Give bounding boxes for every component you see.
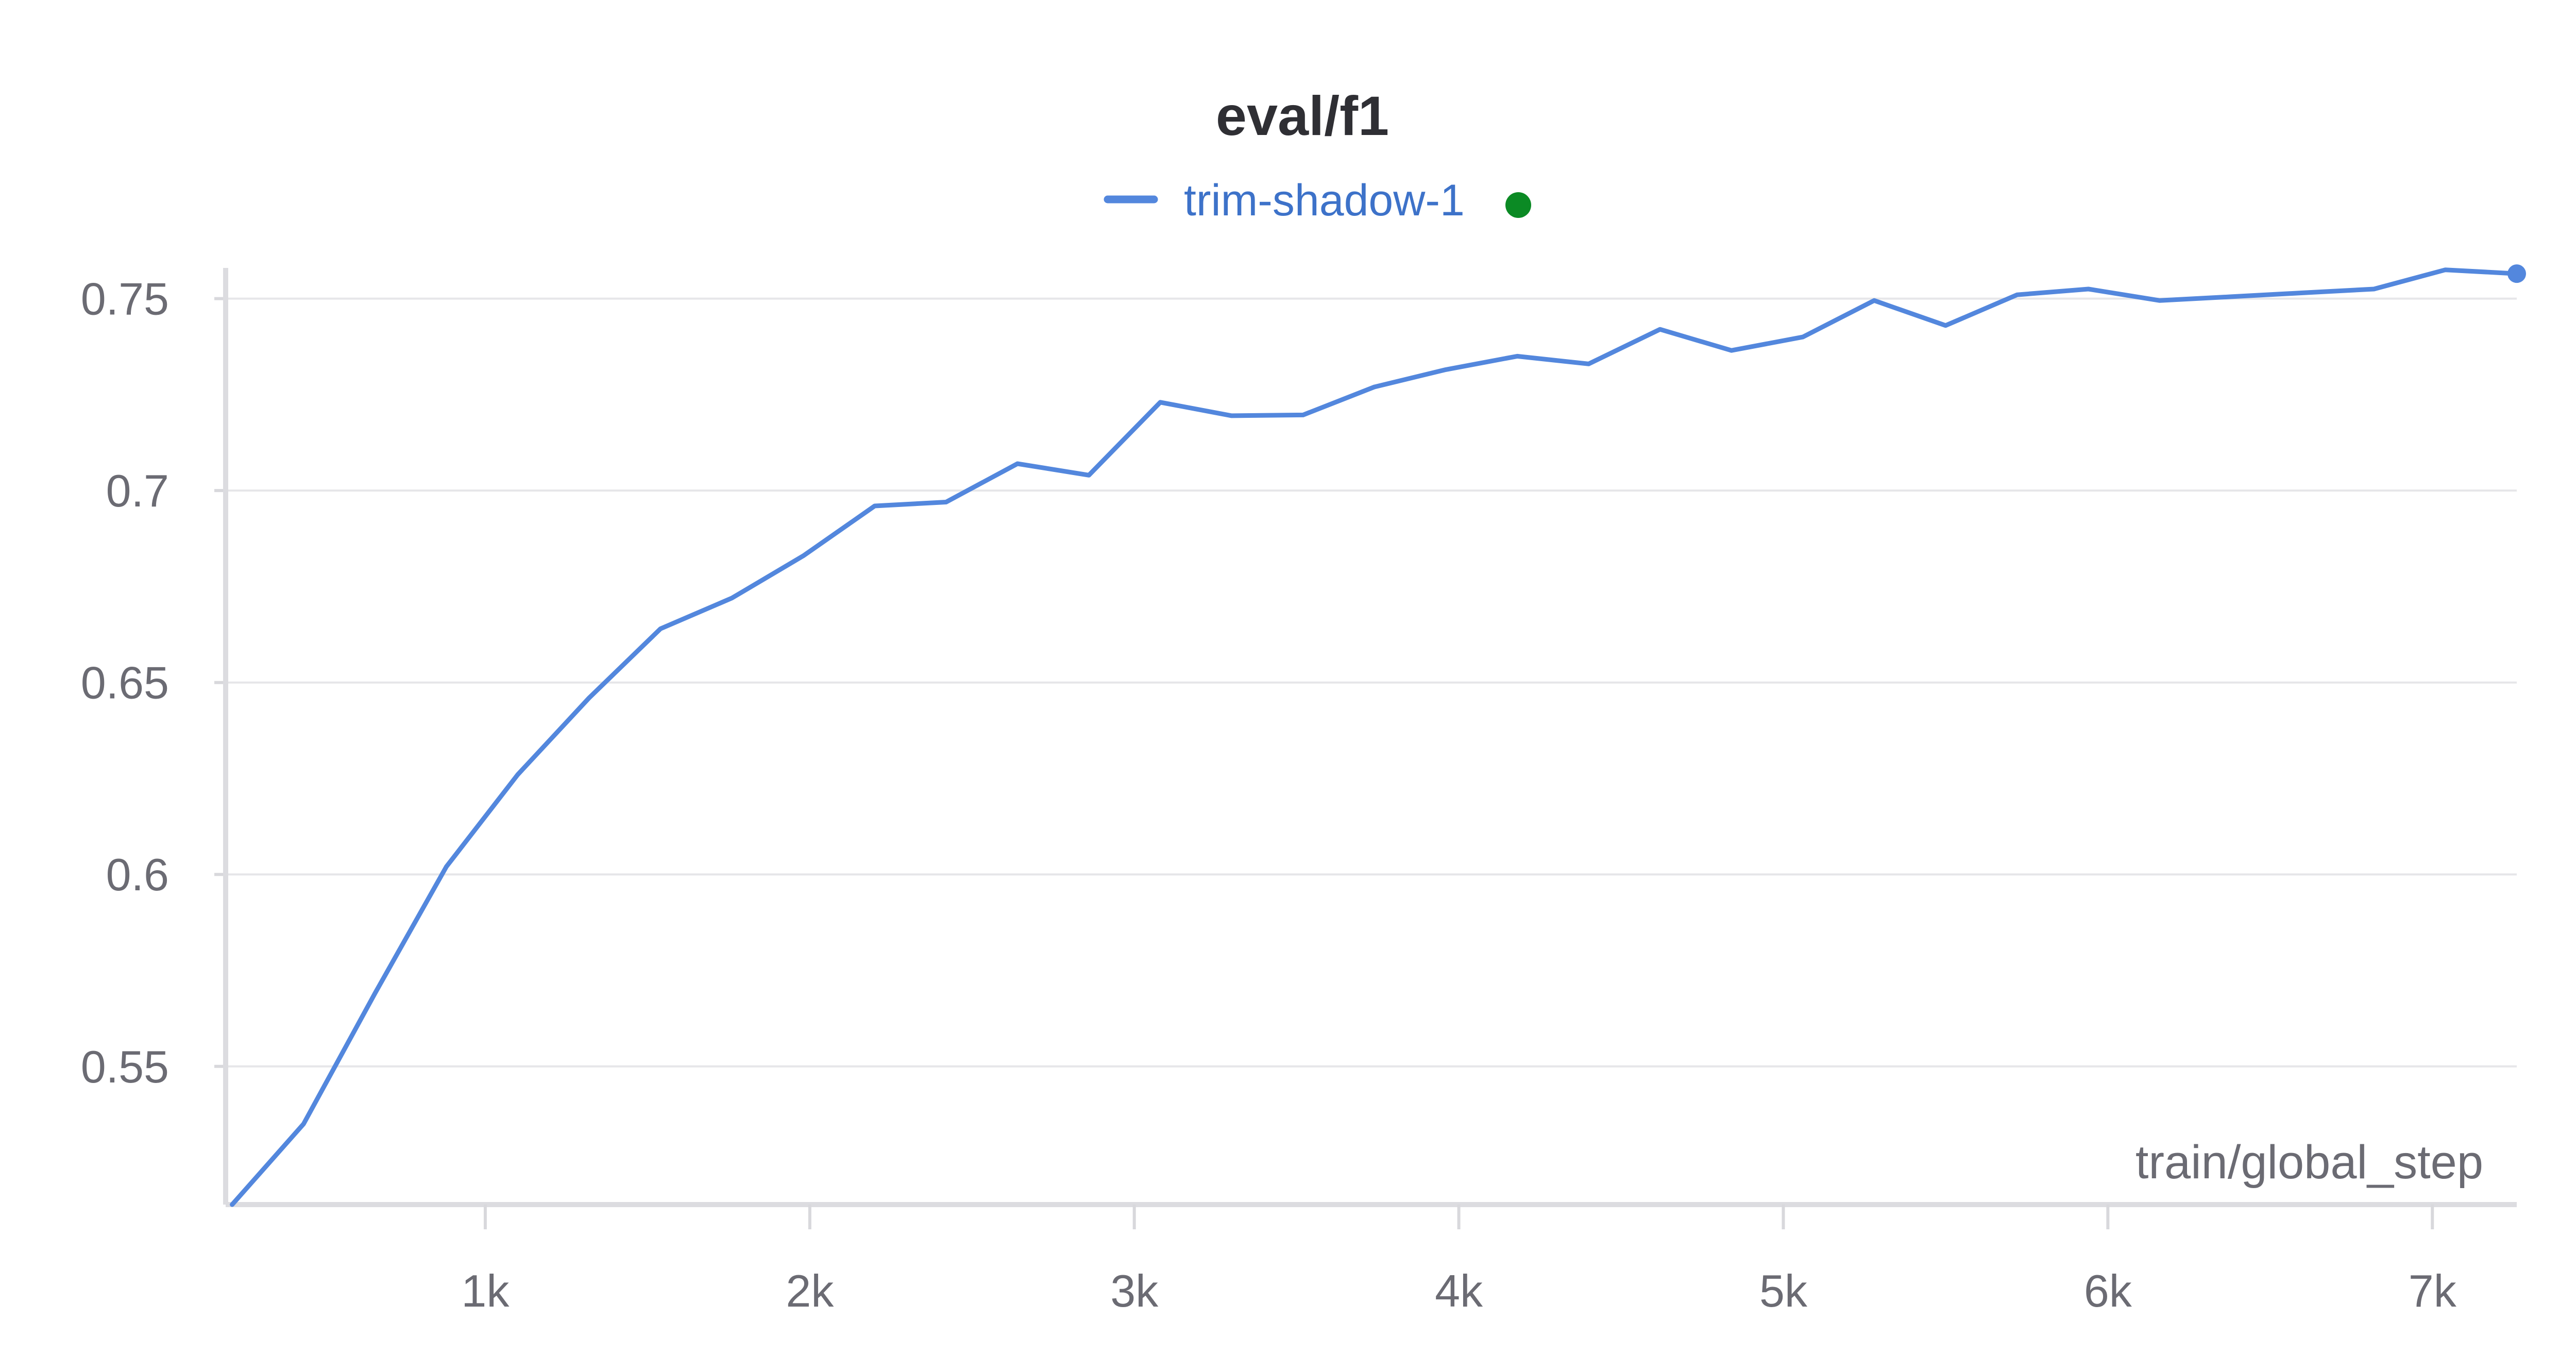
y-tick-label: 0.6 <box>106 849 169 900</box>
x-axis-title: train/global_step <box>2136 1136 2483 1189</box>
tick-labels: 0.55 0.6 0.65 0.7 0.75 1k 2k 3k 4k 5k 6k 7k <box>81 274 2457 1316</box>
y-tick-label: 0.7 <box>106 465 169 516</box>
chart-title: eval/f1 <box>1216 84 1389 147</box>
x-tick-label: 6k <box>2084 1265 2132 1316</box>
series-line-trim-shadow-1[interactable] <box>230 267 2519 1207</box>
y-tick-label: 0.65 <box>81 657 169 708</box>
x-tick-label: 5k <box>1759 1265 1808 1316</box>
series-layer <box>230 264 2526 1207</box>
y-tick-label: 0.75 <box>81 274 169 325</box>
x-tick-label: 1k <box>461 1265 510 1316</box>
axes <box>214 268 2517 1229</box>
x-tick-label: 7k <box>2409 1265 2457 1316</box>
grid <box>226 297 2517 1068</box>
legend-label: trim-shadow-1 <box>1184 176 1465 225</box>
run-status-dot <box>1505 192 1531 218</box>
series-last-point[interactable] <box>2507 264 2526 283</box>
x-tick-label: 3k <box>1110 1265 1159 1316</box>
x-tick-label: 4k <box>1435 1265 1483 1316</box>
legend[interactable]: trim-shadow-1 <box>1104 176 1531 225</box>
x-tick-label: 2k <box>786 1265 834 1316</box>
y-tick-label: 0.55 <box>81 1041 169 1092</box>
